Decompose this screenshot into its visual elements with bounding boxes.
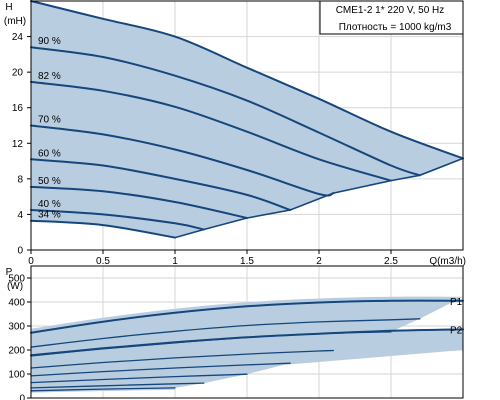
chart-subtitle: Плотность = 1000 kg/m3 xyxy=(339,22,452,33)
top-y-tick-label: 24 xyxy=(12,32,24,43)
bottom-y-tick-label: 100 xyxy=(8,370,25,381)
top-y-axis-label: H xyxy=(5,2,12,13)
x-tick-label: 1.5 xyxy=(240,256,254,267)
top-y-tick-label: 8 xyxy=(17,174,23,185)
speed-label-90: 90 % xyxy=(38,36,61,47)
power-curve-speed xyxy=(30,373,248,384)
head-curve-90pct xyxy=(30,46,421,177)
chart-title: CME1-2 1* 220 V, 50 Hz xyxy=(336,5,445,16)
head-curve-34pct xyxy=(30,219,176,239)
top-flow-limit-line xyxy=(174,157,464,239)
head-curve-60pct xyxy=(30,158,292,211)
head-curve-100pct xyxy=(30,0,464,160)
speed-label-34: 34 % xyxy=(38,210,61,221)
x-tick-label: 1 xyxy=(172,256,178,267)
speed-label-60: 60 % xyxy=(38,148,61,159)
bottom-plot-frame xyxy=(30,265,464,399)
top-y-tick-label: 12 xyxy=(12,139,24,150)
x-axis-label: Q(m3/h) xyxy=(429,256,466,267)
head-curve-50pct xyxy=(30,185,248,219)
bottom-y-tick-label: 400 xyxy=(8,298,25,309)
speed-label-70: 70 % xyxy=(38,115,61,126)
bottom-y-tick-label: 200 xyxy=(8,346,25,357)
series-label-p2: P2 xyxy=(450,325,463,336)
series-label-p1: P1 xyxy=(450,297,463,308)
x-tick-label: 0.5 xyxy=(96,256,110,267)
top-y-tick-label: 0 xyxy=(17,246,23,257)
power-curve-p1 xyxy=(30,299,464,334)
x-tick-label: 2.5 xyxy=(384,256,398,267)
x-tick-label: 0 xyxy=(28,256,34,267)
bottom-y-tick-label: 500 xyxy=(8,274,25,285)
top-y-tick-label: 16 xyxy=(12,103,24,114)
speed-label-82: 82 % xyxy=(38,71,61,82)
power-curve-speed xyxy=(30,318,421,348)
head-curve-70pct xyxy=(30,124,335,197)
power-curve-speed xyxy=(30,349,335,369)
power-curve-speed xyxy=(30,387,176,392)
bottom-y-tick-label: 300 xyxy=(8,322,25,333)
top-y-axis-unit: (mH) xyxy=(4,16,26,27)
power-curve-speed xyxy=(30,362,291,377)
top-operating-area xyxy=(31,1,463,238)
x-tick-label: 2 xyxy=(316,256,322,267)
bottom-y-axis-label: P xyxy=(6,267,13,278)
bottom-y-axis-unit: (W) xyxy=(7,281,23,292)
speed-label-50: 50 % xyxy=(38,176,61,187)
speed-label-40: 40 % xyxy=(38,199,61,210)
title-box xyxy=(319,0,464,35)
top-y-tick-label: 20 xyxy=(12,68,24,79)
bottom-y-tick-label: 0 xyxy=(19,394,25,400)
power-curve-speed xyxy=(30,331,392,357)
power-curve-speed xyxy=(30,382,205,389)
head-curve-40pct xyxy=(30,209,205,231)
top-y-tick-label: 4 xyxy=(17,210,23,221)
head-curve-82pct xyxy=(30,80,392,182)
